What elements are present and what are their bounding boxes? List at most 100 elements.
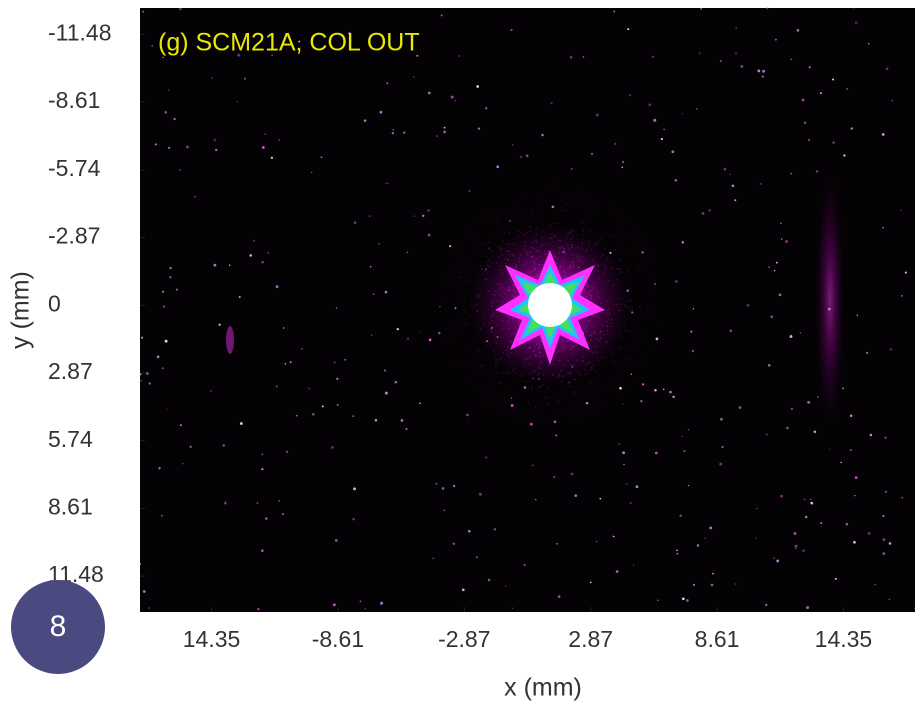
speckle xyxy=(447,329,450,332)
speckle xyxy=(583,409,586,412)
speckle xyxy=(641,251,644,254)
speckle xyxy=(488,247,490,249)
speckle xyxy=(394,380,398,384)
speckle xyxy=(832,78,835,81)
speckle xyxy=(590,230,592,233)
speckle xyxy=(374,418,378,422)
speckle xyxy=(457,360,460,362)
chart-title: (g) SCM21A, COL OUT xyxy=(158,29,420,57)
speckle xyxy=(789,335,793,338)
speckle xyxy=(757,69,761,73)
speckle xyxy=(500,212,502,215)
speckle xyxy=(778,293,782,297)
speckle xyxy=(633,315,636,317)
speckle xyxy=(139,563,141,566)
speckle xyxy=(793,532,797,535)
speckle xyxy=(496,217,499,219)
speckle xyxy=(639,266,641,269)
speckle xyxy=(630,373,632,375)
speckle xyxy=(637,268,639,271)
speckle xyxy=(178,169,181,172)
speckle xyxy=(679,514,682,517)
speckle xyxy=(213,263,217,267)
speckle xyxy=(213,138,217,142)
speckle xyxy=(499,381,501,384)
speckle xyxy=(295,414,298,417)
speckle xyxy=(476,348,478,351)
speckle xyxy=(518,219,521,222)
speckle xyxy=(631,346,634,348)
speckle xyxy=(586,396,589,399)
speckle xyxy=(179,7,182,11)
speckle xyxy=(774,38,777,41)
speckle xyxy=(471,363,473,365)
speckle xyxy=(488,248,491,250)
speckle xyxy=(639,315,641,317)
speckle xyxy=(488,391,491,394)
speckle xyxy=(261,146,265,149)
speckle xyxy=(704,537,706,539)
speckle xyxy=(588,208,590,211)
speckle xyxy=(625,482,628,485)
speckle xyxy=(765,6,769,10)
speckle xyxy=(627,270,629,272)
speckle xyxy=(569,417,571,420)
x-tick-label: 14.35 xyxy=(815,626,873,652)
speckle xyxy=(531,464,534,467)
speckle xyxy=(786,426,789,430)
speckle xyxy=(333,361,336,364)
speckle xyxy=(215,148,218,152)
speckle xyxy=(648,258,650,260)
speckle xyxy=(590,396,592,398)
speckle xyxy=(565,209,568,211)
speckle xyxy=(456,259,459,262)
speckle xyxy=(580,222,583,225)
speckle xyxy=(598,389,601,391)
speckle xyxy=(224,501,227,504)
y-tick-label: 0 xyxy=(48,290,61,316)
speckle xyxy=(475,556,478,559)
speckle xyxy=(519,155,523,159)
speckle xyxy=(141,336,144,339)
speckle xyxy=(626,329,629,332)
speckle xyxy=(468,190,471,193)
speckle xyxy=(710,583,714,587)
speckle xyxy=(708,209,711,212)
speckle xyxy=(443,126,446,129)
speckle xyxy=(504,408,507,410)
speckle xyxy=(442,328,444,330)
speckle xyxy=(780,494,783,498)
speckle xyxy=(480,364,483,367)
speckle xyxy=(481,364,484,367)
speckle xyxy=(455,249,457,251)
speckle xyxy=(534,406,537,408)
speckle xyxy=(553,476,556,478)
speckle xyxy=(731,184,735,188)
speckle xyxy=(649,315,651,318)
speckle xyxy=(790,407,794,411)
speckle xyxy=(644,258,646,260)
speckle xyxy=(630,502,632,504)
speckle xyxy=(447,337,449,339)
speckle xyxy=(486,400,488,402)
speckle xyxy=(450,95,454,99)
speckle xyxy=(444,302,446,304)
speckle xyxy=(696,544,700,547)
speckle xyxy=(621,160,625,164)
speckle xyxy=(456,318,458,321)
speckle xyxy=(655,337,659,341)
y-axis-label: y (mm) xyxy=(7,271,35,349)
speckle xyxy=(607,384,609,387)
speckle xyxy=(721,445,724,449)
speckle xyxy=(145,371,149,375)
speckle xyxy=(619,386,622,390)
speckle xyxy=(372,293,375,296)
speckle xyxy=(463,260,466,263)
speckle xyxy=(380,601,384,605)
speckle xyxy=(653,318,655,320)
speckle xyxy=(531,385,533,387)
speckle xyxy=(513,406,516,408)
speckle xyxy=(701,212,705,215)
speckle xyxy=(261,261,264,264)
x-tick-label: 14.35 xyxy=(183,626,241,652)
